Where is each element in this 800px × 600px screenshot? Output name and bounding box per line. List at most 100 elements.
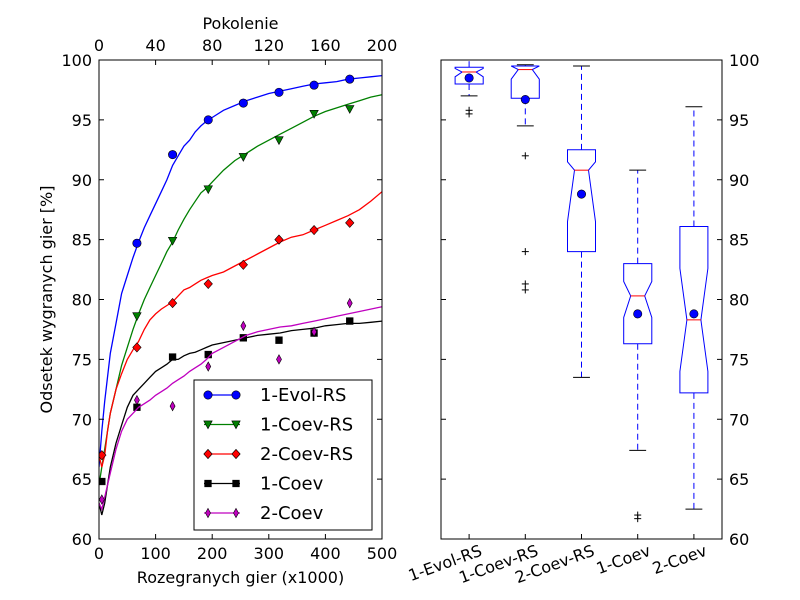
legend-marker-left-0 (203, 390, 213, 400)
box-4-body (679, 226, 709, 394)
legend-marker-left-1 (203, 420, 213, 430)
left-ytick-label-0: 60 (72, 530, 92, 549)
right-ytick-label-7: 95 (729, 111, 749, 130)
left-ytick-label-8: 100 (61, 51, 92, 70)
series-0-marker-1 (168, 150, 178, 160)
series-4-marker-2 (169, 400, 176, 412)
legend-marker-right-2 (231, 448, 241, 460)
legend-marker-right-1 (231, 420, 241, 430)
series-3-marker-7 (346, 317, 354, 325)
series-4-marker-3 (205, 361, 212, 372)
box-3-mean (633, 309, 643, 319)
top-xtick-label-5: 200 (367, 36, 398, 55)
boxplot-boxes-layer (454, 59, 709, 523)
box-0 (454, 59, 484, 118)
series-2-marker-6 (309, 224, 319, 236)
right-ytick-label-2: 70 (729, 410, 749, 429)
series-line-3 (99, 320, 382, 516)
line-chart-xlabel: Rozegranych gier (x1000) (137, 568, 344, 587)
box-1 (510, 64, 540, 294)
line-chart-ylabel: Odsetek wygranych gier [%] (37, 186, 56, 414)
series-0-marker-4 (274, 87, 284, 97)
series-1-marker-6 (345, 105, 355, 114)
legend-marker-right-4 (233, 507, 239, 519)
series-4-marker-1 (134, 394, 140, 406)
box-0-mean (464, 73, 474, 83)
series-2-marker-2 (167, 298, 178, 309)
legend-marker-left-3 (204, 479, 212, 488)
xtick-label-1: 100 (140, 544, 171, 563)
series-3-marker-2 (168, 353, 177, 361)
box-4 (679, 106, 709, 510)
legend-label-4: 2-Coev (260, 503, 324, 524)
series-1-marker-2 (203, 185, 213, 195)
series-4-marker-4 (240, 320, 247, 332)
xtick-label-0: 0 (94, 544, 104, 563)
left-ytick-label-6: 90 (72, 171, 92, 190)
box-2-body (567, 149, 596, 253)
box-0-body (454, 66, 484, 85)
series-2-marker-5 (274, 234, 284, 245)
left-ytick-label-5: 85 (72, 231, 92, 250)
legend-label-3: 1-Coev (260, 474, 324, 495)
right-ytick-label-0: 60 (729, 530, 749, 549)
series-2-marker-4 (238, 259, 248, 270)
series-1-marker-4 (274, 136, 284, 146)
legend-label-0: 1-Evol-RS (260, 385, 346, 406)
box-1-body (510, 65, 540, 99)
left-ytick-label-1: 65 (72, 470, 92, 489)
xtick-label-5: 500 (367, 544, 398, 563)
series-0-marker-5 (309, 80, 319, 90)
top-xtick-label-4: 160 (310, 36, 341, 55)
series-2-marker-7 (345, 217, 355, 228)
series-1-marker-5 (309, 110, 319, 119)
box-1-mean (520, 95, 530, 105)
line-chart-top-xlabel: Pokolenie (202, 14, 278, 33)
series-0-marker-3 (238, 98, 248, 108)
line-chart-series-group (99, 74, 382, 516)
left-ytick-label-2: 70 (72, 410, 92, 429)
left-ytick-label-3: 75 (72, 350, 92, 369)
legend-marker-right-0 (231, 390, 241, 400)
box-3-body (623, 263, 653, 345)
series-4-marker-6 (311, 326, 317, 338)
top-xtick-label-2: 80 (202, 36, 222, 55)
legend-marker-left-4 (205, 507, 211, 519)
top-xtick-label-3: 120 (254, 36, 285, 55)
top-xtick-label-0: 0 (94, 36, 104, 55)
left-ytick-label-4: 80 (72, 291, 92, 310)
xtick-label-3: 300 (254, 544, 285, 563)
series-1-marker-1 (167, 236, 178, 246)
xtick-label-2: 200 (197, 544, 228, 563)
series-4-marker-5 (276, 354, 282, 365)
line-chart-series-layer (99, 74, 382, 516)
legend-label-1: 1-Coev-RS (260, 415, 353, 436)
right-ytick-label-4: 80 (729, 291, 749, 310)
series-0-marker-0 (132, 238, 142, 248)
series-2-marker-3 (203, 278, 213, 289)
right-ytick-label-1: 65 (729, 470, 749, 489)
legend-box (193, 379, 373, 531)
line-chart-legend: 1-Evol-RS 1-Coev-RS 2-Coev-RS 1-Coev 2-Coev (193, 379, 373, 531)
xtick-label-4: 400 (310, 544, 341, 563)
series-1-marker-0 (132, 312, 142, 322)
series-3-marker-1 (133, 403, 141, 411)
legend-marker-left-2 (203, 448, 213, 460)
right-ytick-label-8: 100 (729, 51, 760, 70)
legend-marker-right-3 (232, 479, 240, 488)
series-line-4 (99, 306, 382, 512)
series-line-1 (99, 94, 382, 486)
series-3-marker-0 (99, 477, 106, 486)
series-0-marker-6 (345, 74, 355, 84)
box-3 (623, 169, 653, 523)
top-xtick-label-1: 40 (145, 36, 165, 55)
left-ytick-label-7: 95 (72, 111, 92, 130)
box-4-mean (689, 309, 699, 319)
series-3-marker-5 (275, 336, 283, 344)
series-4-marker-0 (99, 494, 105, 505)
series-1-marker-3 (238, 153, 249, 162)
series-4-marker-7 (346, 297, 353, 309)
